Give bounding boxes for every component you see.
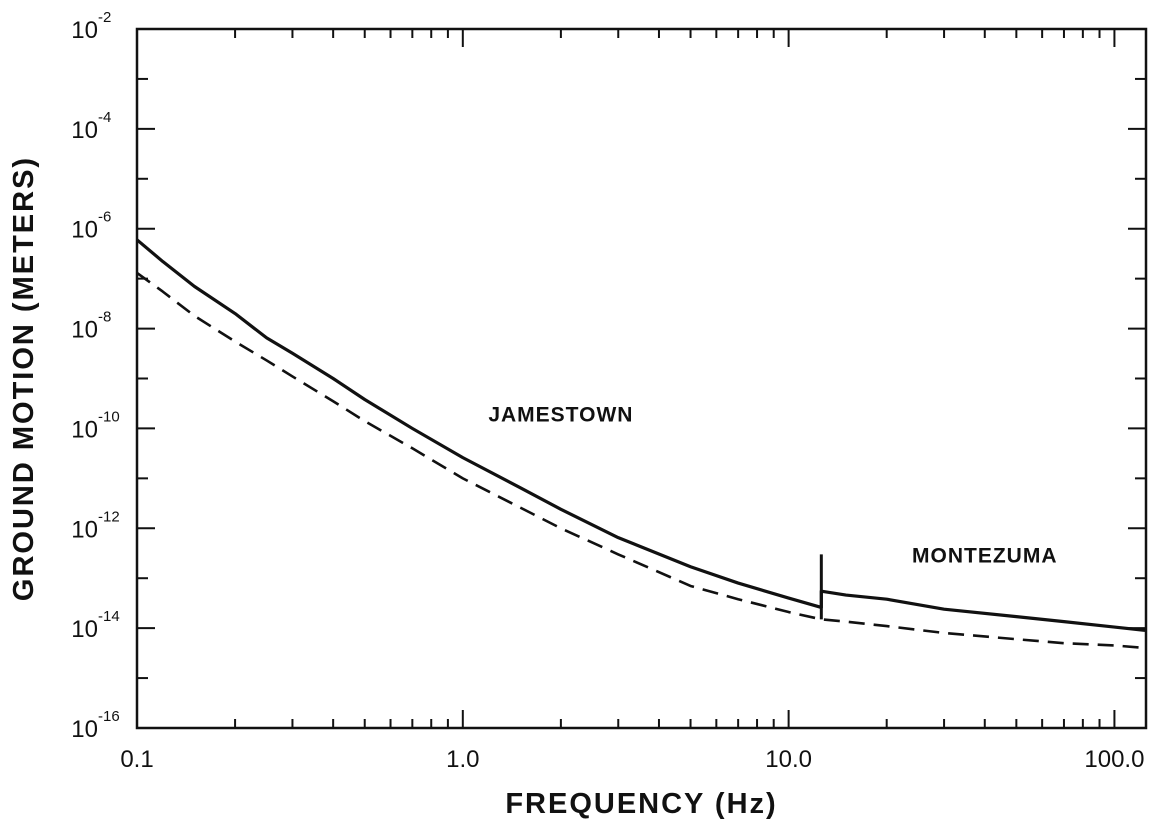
y-tick-label-exponent: -8 bbox=[98, 309, 111, 326]
x-tick-label: 0.1 bbox=[120, 746, 153, 773]
y-tick-label-base: 10 bbox=[71, 416, 98, 443]
x-tick-label: 1.0 bbox=[446, 746, 479, 773]
y-tick-label-exponent: -2 bbox=[98, 9, 111, 26]
y-tick-label-base: 10 bbox=[71, 217, 98, 244]
x-tick-label: 100.0 bbox=[1084, 746, 1144, 773]
y-tick-label-exponent: -6 bbox=[98, 209, 111, 226]
y-tick-label-exponent: -12 bbox=[98, 508, 120, 525]
y-tick-label-exponent: -10 bbox=[98, 408, 120, 425]
y-tick-label-base: 10 bbox=[71, 716, 98, 743]
y-tick-label-base: 10 bbox=[71, 117, 98, 144]
y-tick-label-base: 10 bbox=[71, 317, 98, 344]
y-tick-label-base: 10 bbox=[71, 17, 98, 44]
y-tick-label-exponent: -4 bbox=[98, 109, 111, 126]
annotation-jamestown: JAMESTOWN bbox=[488, 403, 633, 426]
curves bbox=[135, 238, 1147, 650]
y-tick-label-base: 10 bbox=[71, 516, 98, 543]
plot-frame bbox=[135, 27, 1148, 730]
dashed-curve bbox=[136, 271, 1147, 650]
y-tick-label-base: 10 bbox=[71, 616, 98, 643]
y-tick-label-exponent: -16 bbox=[98, 708, 120, 725]
annotation-montezuma: MONTEZUMA bbox=[912, 544, 1057, 567]
axis-ticks bbox=[136, 28, 1146, 729]
x-tick-label: 10.0 bbox=[765, 746, 812, 773]
solid-curve bbox=[135, 238, 1147, 633]
y-tick-label-exponent: -14 bbox=[98, 608, 120, 625]
x-axis-title: FREQUENCY (Hz) bbox=[505, 788, 777, 820]
y-axis-title: GROUND MOTION (METERS) bbox=[8, 156, 40, 601]
